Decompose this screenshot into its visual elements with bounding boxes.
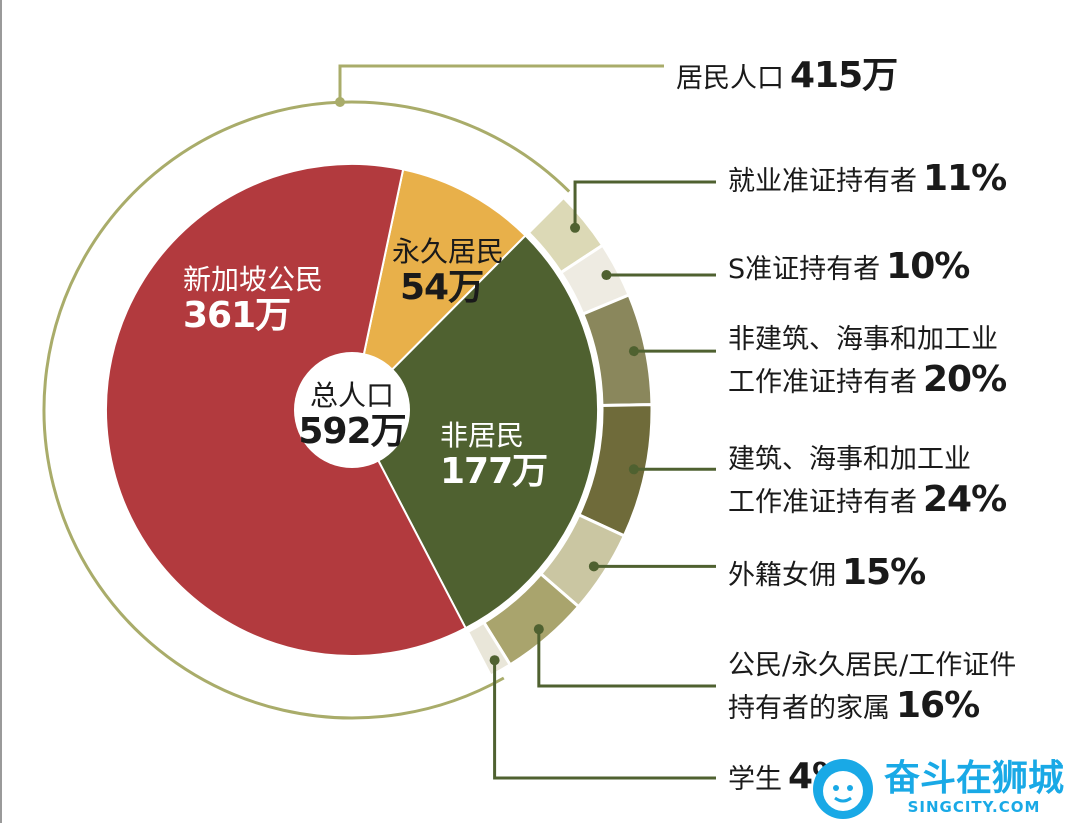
resident-population-label: 居民人口 415万: [676, 55, 898, 96]
breakdown-leader-6: [537, 629, 716, 688]
breakdown-label-dependants: 公民/永久居民/工作证件 持有者的家属 16%: [728, 650, 1017, 726]
breakdown-leader-dot-1: [570, 222, 581, 233]
slice-non-residents: [350, 234, 599, 630]
breakdown-leader-dot-4: [628, 464, 639, 475]
breakdown-leader-dot-7: [489, 655, 500, 666]
breakdown-leader-dot-6: [533, 624, 544, 635]
slice-label-pr: 永久居民 54万: [392, 235, 505, 308]
breakdown-segment-7: [465, 620, 513, 679]
lion-logo-icon: [813, 758, 873, 819]
breakdown-leader-7: [493, 660, 716, 780]
slice-citizens: [105, 163, 468, 657]
watermark: 奋斗在狮城 SINGCITY.COM: [808, 752, 1080, 823]
watermark-name: 奋斗在狮城: [884, 757, 1065, 799]
breakdown-label-spass: S准证持有者 10%: [728, 246, 970, 287]
breakdown-label-wp-non-construction: 非建筑、海事和加工业 工作准证持有者 20%: [728, 324, 1007, 400]
breakdown-label-domestic-worker: 外籍女佣 15%: [728, 552, 926, 593]
resident-leader-dot: [335, 97, 345, 107]
breakdown-label-ep: 就业准证持有者 11%: [728, 158, 1007, 199]
slice-label-non-resident: 非居民 177万: [440, 419, 548, 492]
breakdown-leader-dot-3: [628, 346, 639, 357]
breakdown-leader-1: [573, 180, 716, 228]
center-total-label: 总人口 592万: [298, 379, 406, 452]
breakdown-leader-dot-2: [601, 270, 612, 281]
slice-label-citizens: 新加坡公民 361万: [183, 263, 324, 336]
center-hole: [294, 352, 410, 468]
resident-leader-line: [338, 64, 664, 102]
breakdown-label-wp-construction: 建筑、海事和加工业 工作准证持有者 24%: [728, 444, 1007, 520]
watermark-site: SINGCITY.COM: [907, 797, 1041, 816]
slice-permanent-residents: [350, 168, 527, 414]
resident-arc: [42, 100, 571, 720]
breakdown-leader-dot-5: [588, 561, 599, 572]
